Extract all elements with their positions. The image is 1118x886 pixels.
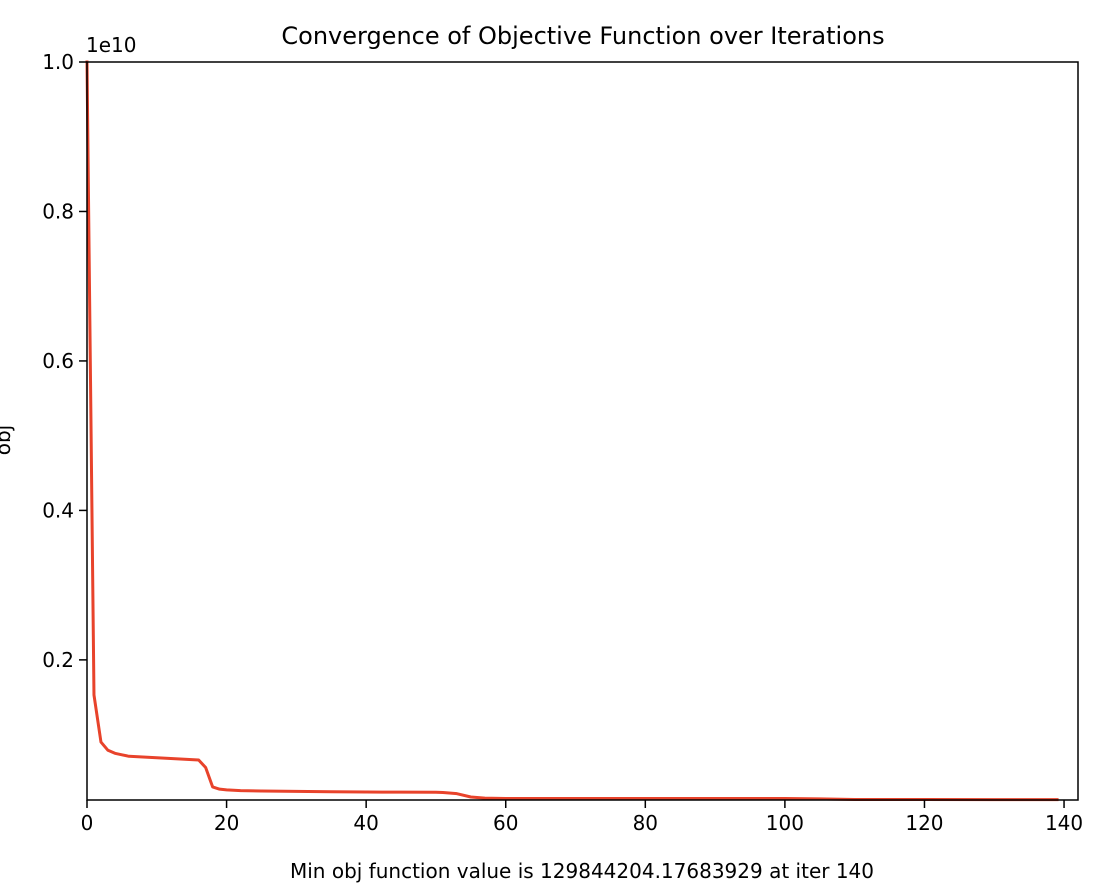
x-tick-label: 140 xyxy=(1045,811,1083,835)
y-tick-label: 0.4 xyxy=(42,498,74,522)
y-tick-label: 0.8 xyxy=(42,199,74,223)
series-line xyxy=(85,60,1059,802)
y-tick-label: 0.2 xyxy=(42,648,74,672)
y-axis-label: obj xyxy=(0,425,15,456)
x-tick-label: 40 xyxy=(353,811,378,835)
x-tick-label: 120 xyxy=(905,811,943,835)
chart-title: Convergence of Objective Function over I… xyxy=(281,22,884,50)
x-axis-label: Min obj function value is 129844204.1768… xyxy=(290,859,874,883)
x-tick-label: 60 xyxy=(493,811,518,835)
y-tick-label: 1.0 xyxy=(42,50,74,74)
y-tick-label: 0.6 xyxy=(42,349,74,373)
x-tick-label: 0 xyxy=(81,811,94,835)
axes-frame xyxy=(86,61,1079,801)
x-tick-label: 100 xyxy=(766,811,804,835)
y-offset-label: 1e10 xyxy=(86,33,136,57)
x-tick-label: 80 xyxy=(633,811,658,835)
x-axis: 0 20 40 60 80 100 120 140 xyxy=(81,800,1083,835)
plot-area xyxy=(85,60,1059,802)
x-tick-label: 20 xyxy=(214,811,239,835)
y-axis: 0.2 0.4 0.6 0.8 1.0 xyxy=(42,50,87,672)
